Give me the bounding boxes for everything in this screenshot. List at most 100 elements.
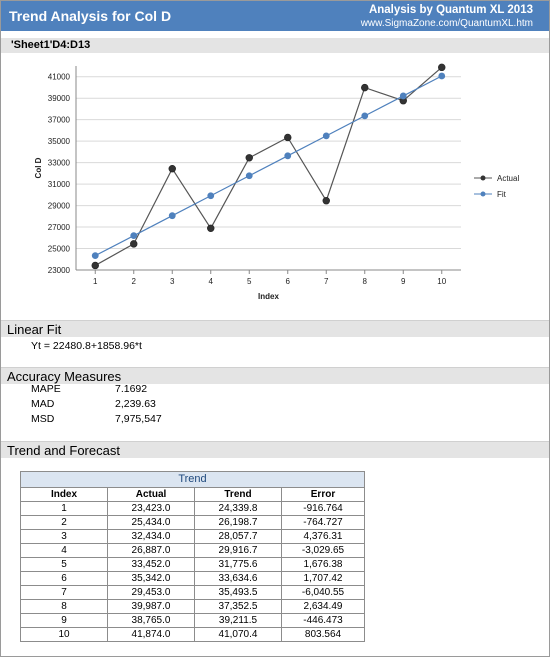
table-cell: 37,352.5 — [194, 599, 282, 614]
series-line — [94, 75, 443, 257]
x-tick-label: 9 — [401, 277, 406, 286]
table-cell: 23,423.0 — [107, 501, 195, 516]
table-cell: 41,874.0 — [107, 627, 195, 642]
table-row: 10 41,874.0 41,070.4 803.564 — [20, 627, 365, 642]
x-tick-label: 5 — [247, 277, 252, 286]
table-cell: 4 — [20, 543, 108, 558]
table-cell: 10 — [20, 627, 108, 642]
measure-name: MAD — [31, 398, 55, 410]
table-cell: 1,676.38 — [281, 557, 365, 572]
point — [91, 252, 99, 260]
point — [322, 197, 330, 205]
point — [438, 63, 446, 72]
point — [91, 261, 99, 270]
point — [438, 72, 446, 80]
table-title: Trend — [20, 471, 365, 488]
point — [130, 240, 138, 248]
legend-marker — [480, 191, 486, 197]
brand: Analysis by Quantum XL 2013 — [368, 4, 533, 16]
legend-label: Actual — [497, 174, 519, 183]
measure-name: MAPE — [31, 383, 61, 395]
x-tick-label: 3 — [170, 277, 175, 286]
table-cell: 39,211.5 — [194, 613, 282, 628]
table-cell: 8 — [20, 599, 108, 614]
x-tick-label: 6 — [286, 277, 291, 286]
point — [168, 165, 176, 173]
table-cell: -446.473 — [281, 613, 365, 628]
table-cell: 38,765.0 — [107, 613, 195, 628]
table-cell: 6 — [20, 571, 108, 586]
table-cell: 32,434.0 — [107, 529, 195, 544]
measure-name: MSD — [31, 413, 55, 425]
point — [245, 172, 253, 180]
series-line — [94, 66, 443, 266]
point — [168, 212, 176, 220]
measure-value: 7.1692 — [115, 383, 148, 395]
table-cell: 26,887.0 — [107, 543, 195, 558]
table-cell: 35,493.5 — [194, 585, 282, 600]
table-cell: 2,634.49 — [281, 599, 365, 614]
y-tick-label: 25000 — [48, 245, 71, 254]
table-cell: 28,057.7 — [194, 529, 282, 544]
point — [207, 224, 215, 232]
table-title-row: Trend — [20, 471, 365, 488]
table-cell: 31,775.6 — [194, 557, 282, 572]
section-heading: Accuracy Measures — [1, 367, 549, 384]
table-row: 9 38,765.0 39,211.5 -446.473 — [20, 613, 365, 628]
table-cell: -916.764 — [281, 501, 365, 516]
table-cell: 3 — [20, 529, 108, 544]
point — [322, 132, 330, 140]
point — [361, 112, 369, 120]
legend-marker — [480, 175, 486, 181]
table-cell: 803.564 — [281, 627, 365, 642]
point — [284, 152, 292, 160]
section-heading: Trend and Forecast — [1, 441, 549, 458]
chart: 23000 25000 27000 29000 31000 33000 35000 37000… — [34, 63, 519, 301]
point — [361, 83, 369, 92]
y-axis-label: Col D — [34, 157, 43, 178]
table-cell: -3,029.65 — [281, 543, 365, 558]
x-tick-label: 7 — [324, 277, 329, 286]
y-tick-label: 39000 — [48, 94, 71, 103]
table-cell: 35,342.0 — [107, 571, 195, 586]
table-cell: 26,198.7 — [194, 515, 282, 530]
y-tick-label: 37000 — [48, 116, 71, 125]
y-tick-label: 35000 — [48, 137, 71, 146]
x-tick-label: 1 — [93, 277, 98, 286]
table-cell: -6,040.55 — [281, 585, 365, 600]
y-tick-label: 29000 — [48, 202, 71, 211]
y-tick-label: 41000 — [48, 73, 71, 82]
measure-value: 7,975,547 — [115, 413, 162, 425]
table-row: 4 26,887.0 29,916.7 -3,029.65 — [20, 543, 365, 558]
legend-label: Fit — [497, 190, 507, 199]
table-cell: 4,376.31 — [281, 529, 365, 544]
point — [130, 232, 138, 240]
section-heading: Linear Fit — [1, 320, 549, 337]
column-header: Index — [20, 487, 108, 502]
column-header: Actual — [107, 487, 195, 502]
table-cell: 29,453.0 — [107, 585, 195, 600]
table-cell: 9 — [20, 613, 108, 628]
y-tick-label: 27000 — [48, 223, 71, 232]
column-header: Error — [281, 487, 365, 502]
table-row: 2 25,434.0 26,198.7 -764.727 — [20, 515, 365, 530]
table-cell: 33,452.0 — [107, 557, 195, 572]
trend-table: Trend Index Actual Trend Error 1 23,423.0 24,33… — [20, 471, 365, 642]
x-tick-label: 8 — [363, 277, 368, 286]
table-cell: 25,434.0 — [107, 515, 195, 530]
equation: Yt = 22480.8+1858.96*t — [31, 340, 142, 352]
point — [399, 92, 407, 100]
table-cell: 1,707.42 — [281, 571, 365, 586]
table-cell: 7 — [20, 585, 108, 600]
table-cell: 24,339.8 — [194, 501, 282, 516]
table-cell: 39,987.0 — [107, 599, 195, 614]
table-row: 6 35,342.0 33,634.6 1,707.42 — [20, 571, 365, 586]
measure-value: 2,239.63 — [115, 398, 156, 410]
x-axis-label: Index — [258, 292, 279, 301]
url: www.SigmaZone.com/QuantumXL.htm — [360, 18, 533, 29]
x-tick-label: 4 — [209, 277, 214, 286]
y-tick-label: 31000 — [48, 180, 71, 189]
table-cell: 29,916.7 — [194, 543, 282, 558]
y-tick-label: 33000 — [48, 159, 71, 168]
point — [245, 154, 253, 162]
